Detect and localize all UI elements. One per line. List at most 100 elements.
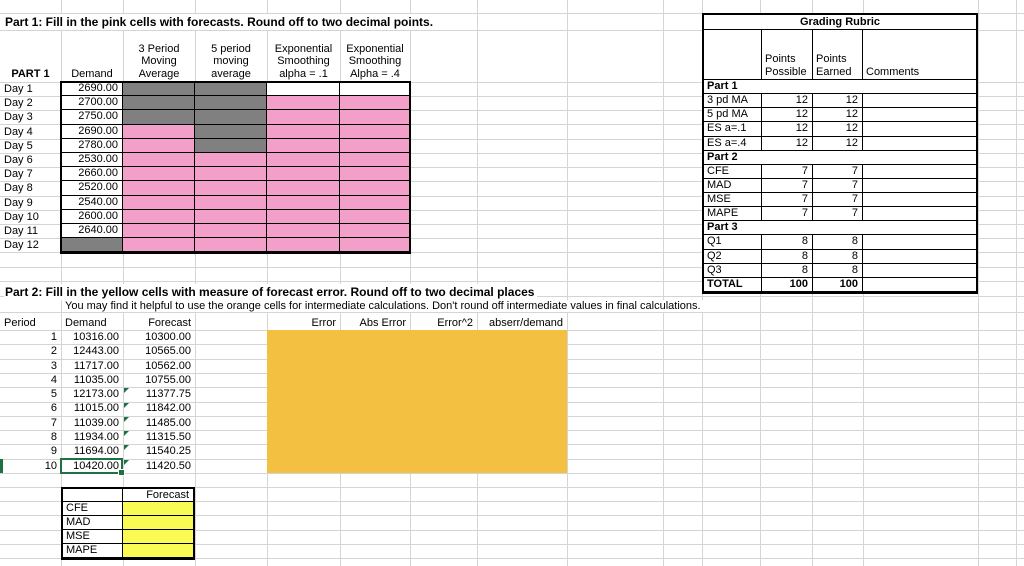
ma3-forecast-cell[interactable] (123, 82, 195, 97)
points-possible-cell[interactable]: 12 (762, 122, 813, 137)
ma3-forecast-cell[interactable] (123, 209, 195, 224)
es1-forecast-cell[interactable] (267, 152, 340, 168)
demand-cell[interactable]: 10316.00 (73, 330, 119, 343)
ma5-forecast-cell[interactable] (195, 82, 267, 97)
points-possible-cell[interactable]: 7 (762, 193, 813, 208)
cfe-answer-cell[interactable] (123, 502, 193, 517)
comments-cell[interactable] (863, 179, 976, 193)
es4-forecast-cell[interactable] (340, 124, 410, 139)
es4-forecast-cell[interactable] (340, 96, 410, 111)
es4-forecast-cell[interactable] (340, 209, 410, 224)
comments-cell[interactable] (863, 193, 976, 208)
comments-cell[interactable] (863, 94, 976, 109)
demand-cell[interactable]: 11694.00 (73, 445, 119, 458)
demand-cell[interactable]: 2660.00 (61, 167, 123, 182)
points-earned-cell[interactable]: 8 (813, 235, 863, 250)
ma5-forecast-cell[interactable] (195, 152, 267, 168)
forecast-cell[interactable]: 11540.25 (145, 445, 191, 458)
comments-cell[interactable] (863, 108, 976, 123)
fill-handle[interactable] (118, 468, 125, 476)
demand-cell[interactable]: 11717.00 (73, 359, 119, 372)
comments-cell[interactable] (863, 250, 976, 264)
selected-cell-outline[interactable] (60, 457, 125, 476)
es1-forecast-cell[interactable] (267, 167, 340, 182)
forecast-cell[interactable]: 11420.50 (145, 459, 191, 472)
ma3-forecast-cell[interactable] (123, 195, 195, 210)
es1-forecast-cell[interactable] (267, 96, 340, 111)
comments-cell[interactable] (863, 165, 976, 179)
ma5-forecast-cell[interactable] (195, 223, 267, 239)
es1-forecast-cell[interactable] (267, 195, 340, 210)
forecast-cell[interactable]: 11485.00 (145, 416, 191, 429)
forecast-cell[interactable]: 11377.75 (145, 388, 191, 401)
forecast-cell[interactable]: 11315.50 (145, 431, 191, 444)
es4-forecast-cell[interactable] (340, 167, 410, 182)
es4-forecast-cell[interactable] (340, 238, 410, 253)
points-earned-cell[interactable]: 7 (813, 193, 863, 208)
es1-forecast-cell[interactable] (267, 82, 340, 97)
demand-cell[interactable]: 12173.00 (73, 388, 119, 401)
points-earned-cell[interactable]: 12 (813, 108, 863, 123)
demand-cell[interactable]: 2700.00 (61, 96, 123, 111)
ma5-forecast-cell[interactable] (195, 181, 267, 196)
es1-forecast-cell[interactable] (267, 181, 340, 196)
ma5-forecast-cell[interactable] (195, 110, 267, 125)
demand-cell[interactable]: 2780.00 (61, 138, 123, 153)
ma3-forecast-cell[interactable] (123, 138, 195, 153)
forecast-cell[interactable]: 10300.00 (145, 330, 191, 343)
points-possible-cell[interactable]: 8 (762, 263, 813, 278)
orange-intermediate-cells[interactable] (267, 330, 567, 473)
points-earned-cell[interactable]: 12 (813, 94, 863, 109)
es4-forecast-cell[interactable] (340, 195, 410, 210)
demand-cell[interactable]: 11015.00 (73, 402, 119, 415)
es4-forecast-cell[interactable] (340, 152, 410, 168)
es4-forecast-cell[interactable] (340, 181, 410, 196)
ma5-forecast-cell[interactable] (195, 238, 267, 253)
ma3-forecast-cell[interactable] (123, 167, 195, 182)
mse-answer-cell[interactable] (123, 530, 193, 544)
demand-cell[interactable] (61, 238, 123, 253)
es1-forecast-cell[interactable] (267, 138, 340, 153)
comments-cell[interactable] (863, 235, 976, 250)
points-possible-cell[interactable]: 7 (762, 178, 813, 193)
ma3-forecast-cell[interactable] (123, 181, 195, 196)
points-possible-cell[interactable]: 8 (762, 235, 813, 250)
es1-forecast-cell[interactable] (267, 223, 340, 239)
ma3-forecast-cell[interactable] (123, 238, 195, 253)
es1-forecast-cell[interactable] (267, 238, 340, 253)
points-earned-cell[interactable]: 8 (813, 263, 863, 278)
es4-forecast-cell[interactable] (340, 110, 410, 125)
points-possible-cell[interactable]: 12 (762, 94, 813, 109)
forecast-cell[interactable]: 10562.00 (145, 359, 191, 372)
comments-cell[interactable] (863, 137, 976, 151)
points-possible-cell[interactable]: 7 (762, 164, 813, 179)
ma5-forecast-cell[interactable] (195, 167, 267, 182)
forecast-cell[interactable]: 11842.00 (145, 402, 191, 415)
demand-cell[interactable]: 11035.00 (73, 373, 119, 386)
demand-cell[interactable]: 2750.00 (61, 110, 123, 125)
ma5-forecast-cell[interactable] (195, 96, 267, 111)
ma3-forecast-cell[interactable] (123, 96, 195, 111)
ma5-forecast-cell[interactable] (195, 138, 267, 153)
comments-cell[interactable] (863, 264, 976, 278)
demand-cell[interactable]: 2540.00 (61, 195, 123, 210)
forecast-cell[interactable]: 10755.00 (145, 373, 191, 386)
points-earned-cell[interactable]: 7 (813, 207, 863, 222)
points-earned-cell[interactable]: 7 (813, 164, 863, 179)
points-earned-cell[interactable]: 8 (813, 249, 863, 264)
forecast-cell[interactable]: 10565.00 (145, 345, 191, 358)
ma3-forecast-cell[interactable] (123, 110, 195, 125)
es1-forecast-cell[interactable] (267, 110, 340, 125)
mad-answer-cell[interactable] (123, 516, 193, 531)
mape-answer-cell[interactable] (123, 543, 193, 558)
points-possible-cell[interactable]: 12 (762, 136, 813, 151)
ma5-forecast-cell[interactable] (195, 124, 267, 139)
points-possible-cell[interactable]: 7 (762, 207, 813, 222)
demand-cell[interactable]: 11934.00 (73, 431, 119, 444)
comments-cell[interactable] (863, 122, 976, 137)
demand-cell[interactable]: 2690.00 (61, 124, 123, 139)
comments-cell[interactable] (863, 207, 976, 222)
comments-cell[interactable] (863, 278, 976, 292)
demand-cell[interactable]: 2640.00 (61, 223, 123, 239)
points-earned-cell[interactable]: 7 (813, 178, 863, 193)
